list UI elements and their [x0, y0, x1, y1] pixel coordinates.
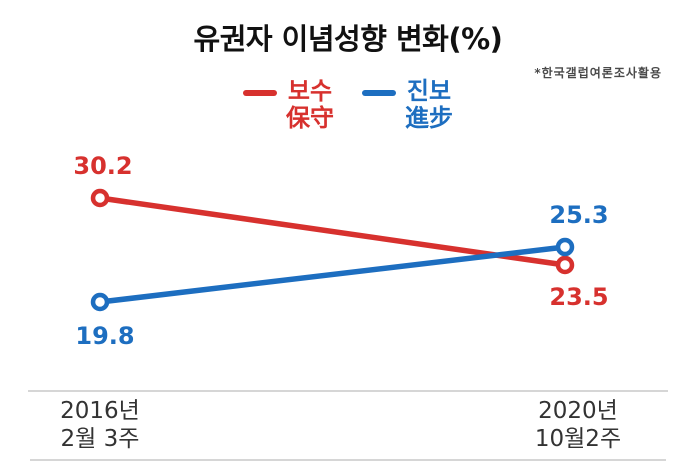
progressive-point-2016	[90, 292, 110, 312]
progressive-line	[97, 244, 568, 305]
legend-label-progressive-ko: 진보	[406, 77, 452, 105]
bottom-border-line	[30, 459, 666, 461]
x-axis-label-2016: 2016년 2월 3주	[60, 398, 140, 453]
x-axis-label-2020-week: 10월2주	[534, 425, 622, 452]
legend-label-conservative-ko: 보수	[287, 77, 333, 105]
x-axis-label-2020: 2020년 10월2주	[535, 398, 621, 453]
x-axis-label-2020-year: 2020년	[538, 398, 618, 424]
chart-title: 유권자 이념성향 변화(%)	[193, 22, 503, 56]
legend-item-conservative: 보수 保守	[243, 78, 334, 132]
legend-item-progressive: 진보 進步	[362, 78, 453, 132]
legend-label-progressive-hanja: 進步	[405, 103, 453, 132]
source-note: *한국갤럽여론조사활용	[534, 66, 662, 80]
legend: 보수 保守 진보 進步	[0, 78, 696, 132]
value-label-progressive-2020: 25.3	[549, 201, 609, 229]
legend-label-progressive: 진보 進步	[405, 78, 453, 132]
x-axis-label-2016-week: 2월 3주	[60, 425, 140, 452]
value-label-progressive-2016: 19.8	[75, 322, 135, 350]
conservative-point-2020	[555, 255, 575, 275]
legend-label-conservative: 보수 保守	[286, 78, 334, 132]
legend-dash-progressive	[362, 90, 396, 96]
value-label-conservative-2020: 23.5	[549, 283, 609, 311]
legend-dash-conservative	[243, 90, 277, 96]
x-axis-label-2016-year: 2016년	[60, 398, 140, 424]
progressive-point-2020	[555, 237, 575, 257]
x-axis-line	[28, 390, 668, 392]
conservative-point-2016	[90, 188, 110, 208]
value-label-conservative-2016: 30.2	[73, 152, 133, 180]
legend-label-conservative-hanja: 保守	[286, 103, 334, 132]
